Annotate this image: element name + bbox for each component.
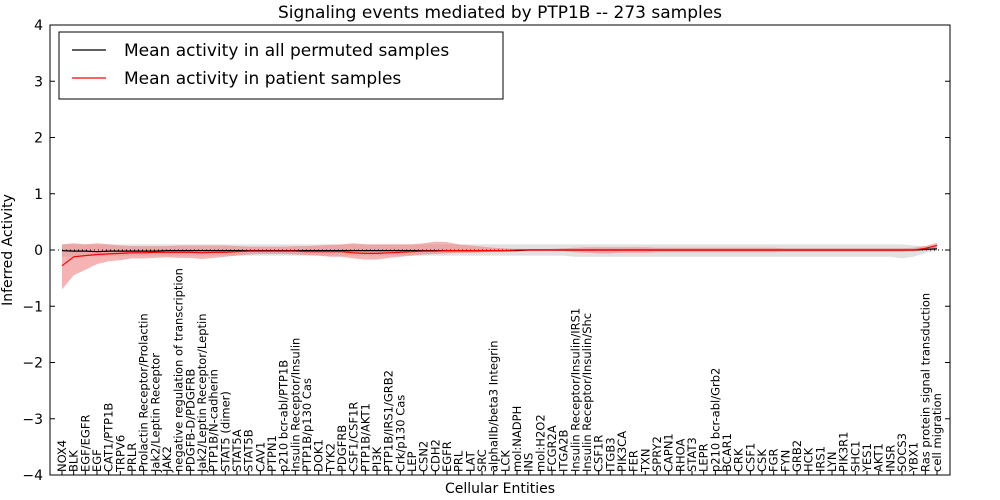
- category-label: INSR: [883, 445, 897, 472]
- category-label: CSF1R: [592, 435, 606, 472]
- category-label: SOCS3: [895, 433, 909, 472]
- category-label: Crk/p130 Cas: [393, 395, 407, 472]
- y-axis-label: Inferred Activity: [0, 194, 16, 306]
- y-tick-label: 2: [34, 131, 43, 147]
- y-tick-label: 3: [34, 74, 43, 90]
- category-label: IRS1: [813, 446, 827, 472]
- category-label: INS: [522, 453, 536, 472]
- series-line-patient: [61, 244, 938, 267]
- category-label: p210 bcr-abl/Grb2: [708, 368, 722, 472]
- category-label: BLK: [67, 450, 81, 472]
- y-tick-label: −2: [22, 356, 43, 372]
- legend-label-patient: Mean activity in patient samples: [124, 69, 401, 89]
- category-label: FCGR2A: [545, 425, 559, 472]
- category-label: PI3K: [370, 446, 384, 472]
- x-axis-category-labels: NOX4BLKEGF/EGFREGFCAT1/PTP1BTRPV6PRLRPro…: [55, 268, 944, 475]
- confidence-bands: [50, 241, 950, 290]
- category-label: LEP: [405, 451, 419, 472]
- category-label: Jak2/Leptin Receptor: [148, 353, 162, 473]
- category-label: ITGB3: [603, 437, 617, 472]
- legend-frame: [58, 31, 504, 100]
- category-label: Insulin Receptor/Insulin/IRS1: [568, 308, 582, 472]
- y-tick-label: 0: [34, 243, 43, 259]
- category-label: RHOA: [673, 439, 687, 472]
- category-label: mol:H2O2: [533, 414, 547, 472]
- category-label: SRC: [475, 449, 489, 472]
- category-label: LYN: [825, 451, 839, 472]
- category-label: Prolactin Receptor/Prolactin: [137, 313, 151, 472]
- category-label: STAT3: [685, 437, 699, 472]
- category-label: CAPN1: [662, 433, 676, 472]
- category-label: PTP1B/IRS1/GRB2: [382, 370, 396, 472]
- category-label: SHC1: [848, 441, 862, 472]
- category-label: NOX4: [55, 440, 69, 472]
- category-label: EGF: [90, 449, 104, 472]
- category-label: ITGA2B: [557, 429, 571, 472]
- category-label: FGR: [767, 448, 781, 472]
- category-label: Insulin Receptor/Insulin/Shc: [580, 313, 594, 472]
- category-label: FER: [627, 450, 641, 472]
- category-label: PDGFRB: [335, 425, 349, 472]
- category-label: FYN: [778, 450, 792, 472]
- category-label: CSF1/CSF1R: [347, 402, 361, 472]
- y-tick-label: 4: [34, 18, 43, 34]
- category-label: PRL: [452, 450, 466, 472]
- y-tick-label: −1: [22, 299, 43, 315]
- category-label: TRPV6: [113, 435, 127, 473]
- category-label: CRK: [732, 448, 746, 472]
- category-label: CDH2: [428, 439, 442, 472]
- category-label: mol:NADPH: [510, 406, 524, 472]
- category-label: STAT5A: [230, 429, 244, 472]
- category-label: CSK: [755, 449, 769, 472]
- category-label: BCAR1: [720, 433, 734, 472]
- category-label: cell migration: [930, 393, 944, 472]
- category-label: CSF1: [743, 443, 757, 472]
- category-label: CAT1/PTP1B: [102, 403, 116, 472]
- category-label: HCK: [802, 447, 816, 472]
- category-label: CAV1: [253, 442, 267, 472]
- category-label: EGFR: [440, 441, 454, 472]
- category-label: STAT5 (dimer): [218, 391, 232, 472]
- category-label: p210 bcr-abl/PTP1B: [277, 360, 291, 472]
- category-label: PTP1B/p130 Cas: [300, 378, 314, 472]
- category-label: Ras protein signal transduction: [918, 293, 932, 472]
- category-label: PDGFB-D/PDGFRB: [183, 369, 197, 472]
- legend: Mean activity in all permuted samples Me…: [58, 31, 504, 100]
- y-tick-label: −3: [22, 412, 43, 428]
- y-axis: −4 −3 −2 −1 0 1 2 3 4: [22, 18, 950, 484]
- legend-label-permuted: Mean activity in all permuted samples: [124, 41, 449, 61]
- category-label: alphaIIb/beta3 Integrin: [487, 340, 501, 472]
- category-label: LAT: [463, 450, 477, 472]
- category-label: PTP1B/N-cadherin: [207, 369, 221, 472]
- category-label: Insulin Receptor/Insulin: [288, 338, 302, 472]
- category-label: LEPR: [697, 443, 711, 472]
- category-label: SPRY2: [650, 436, 664, 472]
- category-label: TYK2: [323, 443, 337, 473]
- x-axis-label: Cellular Entities: [445, 481, 555, 497]
- category-label: CSN2: [417, 441, 431, 472]
- category-label: negative regulation of transcription: [172, 268, 186, 472]
- band-patient: [62, 241, 937, 290]
- category-label: YBX1: [907, 442, 921, 473]
- y-tick-label: −4: [22, 468, 43, 484]
- category-label: LCK: [498, 450, 512, 472]
- series-lines: [61, 244, 938, 267]
- category-label: PTP1B/AKT1: [358, 403, 372, 472]
- y-tick-label: 1: [34, 187, 43, 203]
- category-label: EGF/EGFR: [78, 415, 92, 472]
- category-label: AKT1: [872, 443, 886, 472]
- chart-title: Signaling events mediated by PTP1B -- 27…: [278, 3, 722, 23]
- category-label: PTPN1: [265, 435, 279, 472]
- category-label: PIK3CA: [615, 431, 629, 472]
- category-label: Jak2/Leptin Receptor/Leptin: [195, 314, 209, 473]
- category-label: DOK1: [312, 439, 326, 472]
- category-label: JAK2: [160, 446, 174, 473]
- category-label: PIK3R1: [837, 432, 851, 473]
- category-label: PRLR: [125, 443, 139, 472]
- category-label: GRB2: [790, 440, 804, 472]
- category-label: STAT5B: [242, 429, 256, 472]
- category-label: TXN: [638, 448, 652, 473]
- category-label: YES1: [860, 443, 874, 473]
